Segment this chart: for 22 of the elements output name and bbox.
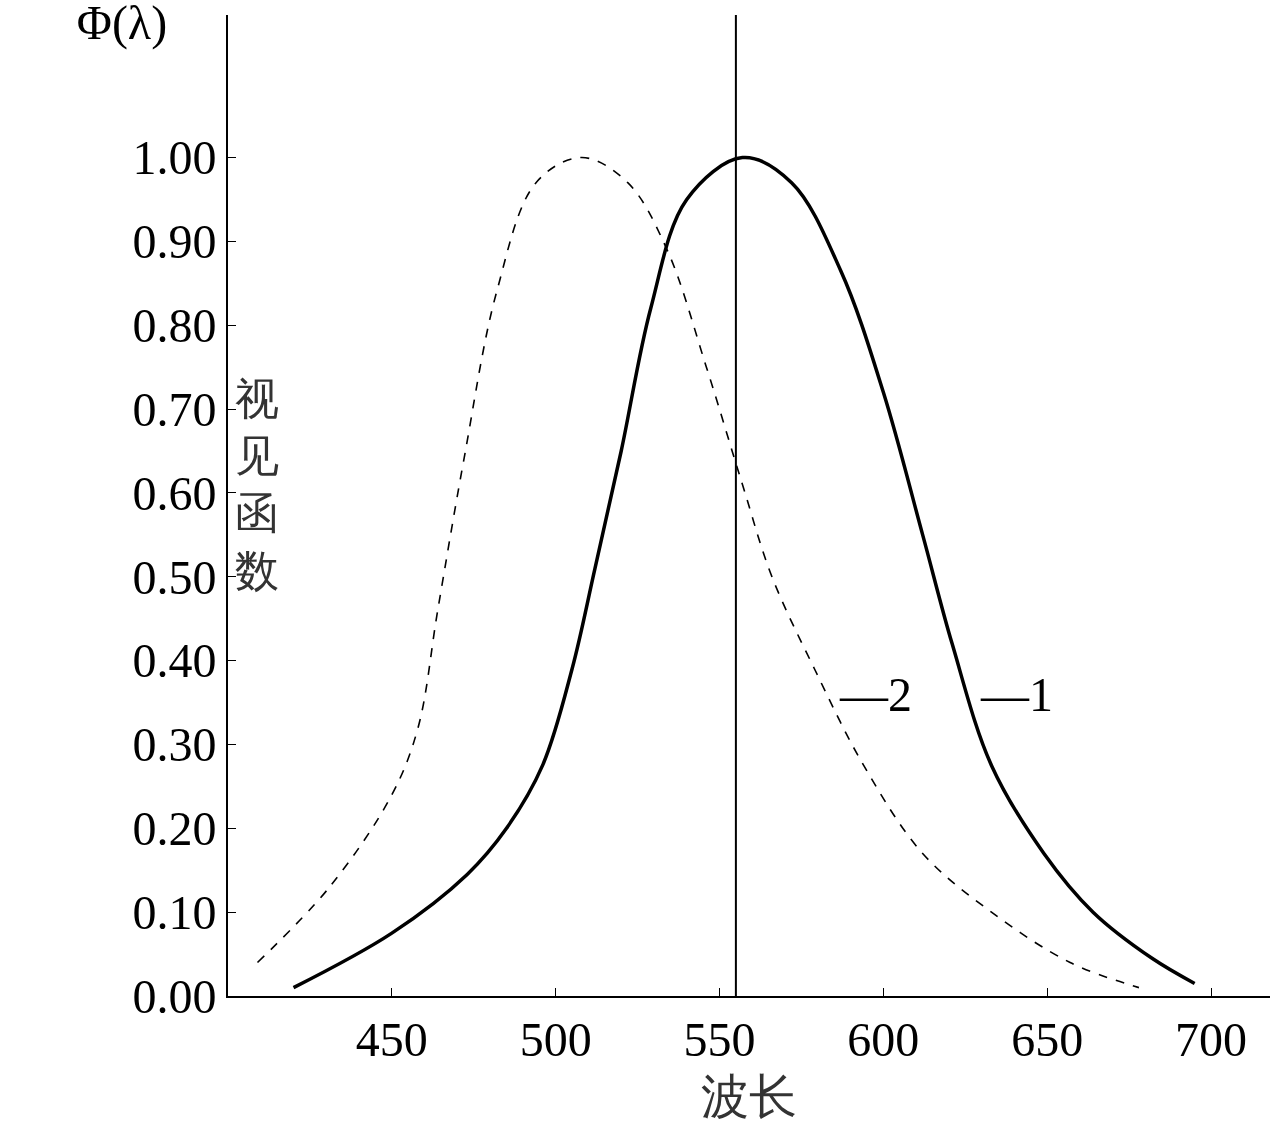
chart-title: Φ(λ) — [76, 0, 168, 51]
y-tick-label: 0.50 — [132, 550, 217, 604]
y-tick-label: 0.40 — [132, 634, 217, 688]
y-tick-label: 0.60 — [132, 466, 217, 520]
y-tick-label: 0.10 — [132, 885, 217, 939]
y-tick-label: 0.00 — [132, 969, 217, 1023]
y-tick-label: 0.20 — [132, 802, 217, 856]
x-tick-label: 650 — [1011, 1012, 1084, 1066]
x-axis-title: 波长 — [701, 1070, 797, 1124]
y-tick-label: 0.80 — [132, 299, 217, 353]
y-tick-label: 0.70 — [132, 382, 217, 436]
x-tick-label: 500 — [519, 1012, 592, 1066]
y-tick-label: 1.00 — [132, 131, 217, 185]
y-axis-title: 视见函数 — [235, 375, 279, 596]
y-tick-label: 0.30 — [132, 718, 217, 772]
y-tick-label: 0.90 — [132, 215, 217, 269]
series-label: —1 — [980, 668, 1053, 721]
series-label: —2 — [839, 668, 912, 721]
x-tick-label: 700 — [1175, 1012, 1248, 1066]
x-tick-label: 550 — [683, 1012, 756, 1066]
x-tick-label: 600 — [847, 1012, 920, 1066]
x-tick-label: 450 — [355, 1012, 428, 1066]
